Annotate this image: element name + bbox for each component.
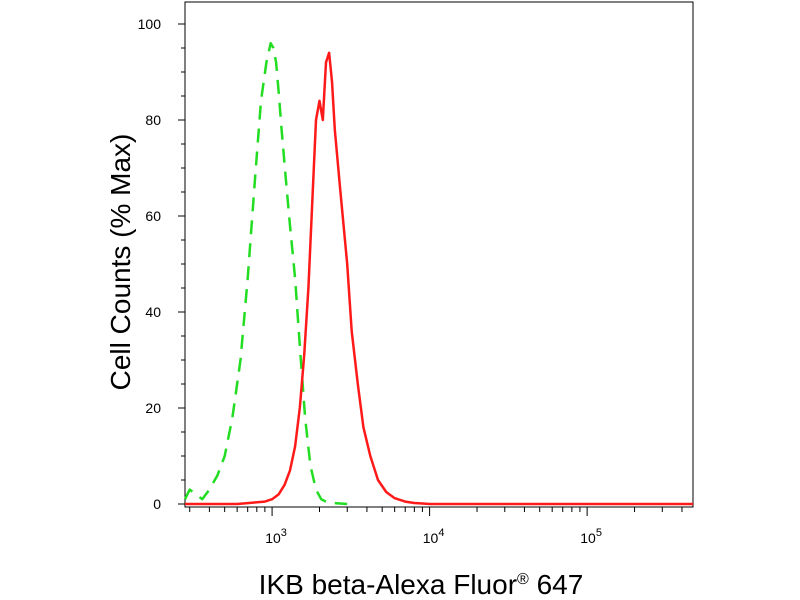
x-tick-label-exponent: 5 (596, 527, 602, 539)
x-tick-label: 105 (580, 527, 602, 546)
x-axis-title-superscript: ® (517, 571, 529, 588)
sample-histogram-line (185, 51, 693, 506)
x-tick-label-exponent: 3 (281, 527, 287, 539)
y-tick-label: 0 (153, 496, 161, 512)
x-axis-title-suffix: 647 (529, 569, 584, 600)
y-tick-label: 20 (145, 400, 161, 416)
y-tick-label: 80 (145, 112, 161, 128)
x-tick-label-base: 10 (423, 530, 439, 546)
plot-area-frame (184, 1, 694, 508)
x-tick-label: 103 (265, 527, 287, 546)
x-tick-label: 104 (423, 527, 445, 546)
x-tick-label-base: 10 (580, 530, 596, 546)
y-tick-label: 40 (145, 304, 161, 320)
control-histogram-line (183, 41, 348, 506)
y-tick-label: 60 (145, 208, 161, 224)
x-tick-label-base: 10 (265, 530, 281, 546)
x-tick-label-exponent: 4 (438, 527, 444, 539)
y-tick-label: 100 (138, 16, 162, 32)
y-axis-title: Cell Counts (% Max) (105, 134, 136, 391)
x-axis-title: IKB beta-Alexa Fluor® 647 (259, 569, 584, 600)
x-axis-title-main: IKB beta-Alexa Fluor (259, 569, 517, 600)
